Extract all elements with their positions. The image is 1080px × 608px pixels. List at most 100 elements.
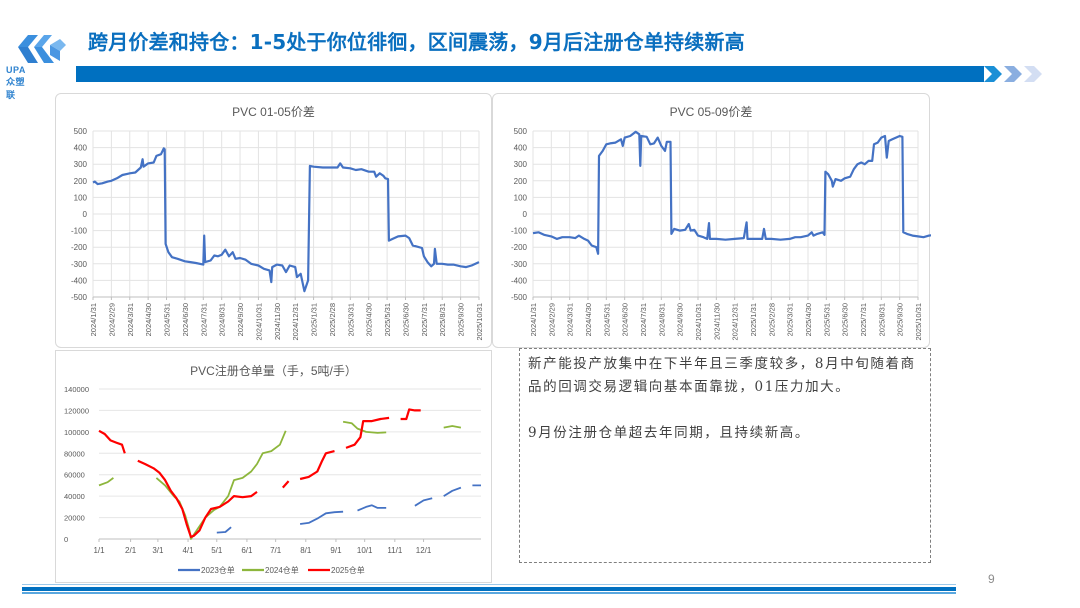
note-paragraph: 9月份注册仓单超去年同期，且持续新高。 (528, 425, 810, 441)
x-tick-label: 2025/10/31 (914, 303, 923, 341)
x-tick-label: 2024/4/30 (584, 303, 593, 336)
x-tick-label: 2024/9/30 (236, 303, 245, 336)
footer-line-thin (22, 584, 956, 585)
chart-title: PVC 05-09价差 (669, 105, 753, 119)
y-tick-label: -100 (71, 227, 88, 236)
y-tick-label: 20000 (64, 514, 85, 523)
x-tick-label: 2025/2/28 (767, 303, 776, 336)
y-tick-label: 500 (514, 127, 528, 136)
x-tick-label: 3/1 (152, 546, 164, 555)
y-tick-label: 400 (514, 144, 528, 153)
x-tick-label: 2025/7/31 (420, 303, 429, 336)
y-tick-label: 200 (74, 177, 88, 186)
y-tick-label: 300 (514, 160, 528, 169)
x-tick-label: 2025/1/31 (310, 303, 319, 336)
x-tick-label: 2025/7/31 (859, 303, 868, 336)
legend-label: 2025仓单 (331, 565, 365, 575)
y-tick-label: 0 (64, 535, 68, 544)
series-line (532, 130, 931, 255)
x-tick-label: 2025/2/28 (328, 303, 337, 336)
y-tick-label: 40000 (64, 492, 85, 501)
x-tick-label: 2025/4/30 (365, 303, 374, 336)
line-chart-warehouse-receipts: 140000 120000 100000 80000 60000 40000 20000 0 1… (64, 385, 481, 575)
y-tick-label: -500 (71, 293, 88, 302)
y-tick-label: 100 (514, 193, 528, 202)
x-tick-label: 2024/12/31 (291, 303, 300, 341)
footer-line-light (22, 592, 956, 594)
y-tick-label: 120000 (64, 406, 89, 415)
x-tick-label: 5/1 (211, 546, 223, 555)
y-tick-label: 500 (74, 127, 88, 136)
x-tick-label: 2025/6/30 (841, 303, 850, 336)
grid (532, 130, 919, 300)
y-tick-label: -300 (71, 260, 88, 269)
x-tick-label: 1/1 (93, 546, 105, 555)
x-tick-label: 7/1 (270, 546, 282, 555)
notes-box: 新产能投产放集中在下半年且三季度较多，8月中旬随着商品的回调交易逻辑向基本面靠拢… (519, 348, 931, 563)
y-tick-label: 0 (83, 210, 88, 219)
x-tick-label: 2024/10/31 (694, 303, 703, 341)
chart-panel-warehouse-receipts: PVC注册仓单量（手，5吨/手） 140000 120000 100000 80000… (55, 350, 492, 583)
chart-title: PVC 01-05价差 (232, 105, 315, 119)
x-tick-label: 2024/5/31 (602, 303, 611, 336)
x-tick-label: 2024/1/31 (529, 303, 538, 336)
x-tick-label: 2024/6/30 (621, 303, 630, 336)
x-tick-label: 2024/9/30 (676, 303, 685, 336)
x-tick-label: 8/1 (300, 546, 312, 555)
x-tick-label: 2024/3/31 (566, 303, 575, 336)
y-tick-label: 60000 (64, 471, 85, 480)
y-tick-label: 200 (514, 177, 528, 186)
x-tick-label: 2025/9/30 (896, 303, 905, 336)
y-tick-label: 140000 (64, 385, 89, 394)
x-tick-label: 6/1 (241, 546, 253, 555)
upa-logo-icon (18, 35, 66, 63)
legend-label: 2024仓单 (265, 565, 299, 575)
x-tick-label: 2025/4/30 (804, 303, 813, 336)
title-bar (76, 66, 984, 82)
x-tick-label: 2024/6/30 (181, 303, 190, 336)
chart-title: PVC注册仓单量（手，5吨/手） (190, 364, 357, 378)
x-tick-label: 11/1 (387, 546, 403, 555)
logo-text: UPA众塑联 (6, 65, 26, 100)
x-tick-label: 2024/11/30 (712, 303, 721, 340)
x-tick-label: 2025/8/31 (438, 303, 447, 336)
y-tick-label: 300 (74, 160, 88, 169)
series-line (98, 408, 421, 538)
y-tick-label: -500 (511, 293, 528, 302)
chart-panel-01-05-spread: PVC 01-05价差 500 400 300 200 100 0 -100 -200 -300… (55, 93, 492, 348)
y-tick-label: 0 (523, 210, 528, 219)
x-tick-label: 2/1 (125, 546, 137, 555)
y-tick-label: 80000 (64, 449, 85, 458)
page-title: 跨月价差和持仓：1-5处于你位徘徊，区间震荡，9月后注册仓单持续新高 (88, 30, 745, 54)
x-tick-label: 2025/3/31 (346, 303, 355, 336)
x-tick-label: 2025/8/31 (877, 303, 886, 336)
x-tick-label: 12/1 (416, 546, 432, 555)
y-tick-label: -200 (511, 243, 528, 252)
line-chart-01-05-spread: 5004003002001000-100-200-300-400-5002024… (71, 127, 484, 341)
note-paragraph: 新产能投产放集中在下半年且三季度较多，8月中旬随着商品的回调交易逻辑向基本面靠拢… (528, 356, 916, 395)
y-tick-label: -400 (71, 276, 88, 285)
x-tick-label: 2024/1/31 (89, 303, 98, 336)
series-line (216, 484, 481, 534)
x-tick-label: 2024/3/31 (126, 303, 135, 336)
y-tick-label: -300 (511, 260, 528, 269)
page-number: 9 (988, 572, 995, 586)
x-tick-label: 2025/1/31 (749, 303, 758, 336)
x-tick-label: 2024/11/30 (273, 303, 282, 340)
x-tick-label: 2024/8/31 (218, 303, 227, 336)
line-chart-05-09-spread: 5004003002001000-100-200-300-400-5002024… (511, 127, 931, 341)
x-tick-label: 2025/9/30 (457, 303, 466, 336)
grid (92, 130, 480, 300)
chart-panel-05-09-spread: PVC 05-09价差 500 400 300 200 100 0 -100 -200 -300… (492, 93, 931, 348)
y-tick-label: -100 (511, 227, 528, 236)
y-tick-label: -400 (511, 276, 528, 285)
x-tick-label: 2025/10/31 (475, 303, 484, 341)
x-tick-label: 10/1 (357, 546, 373, 555)
legend-label: 2023仓单 (201, 565, 235, 575)
x-tick-label: 4/1 (182, 546, 194, 555)
x-tick-label: 2024/7/31 (639, 303, 648, 336)
x-tick-label: 2024/4/30 (144, 303, 153, 336)
x-tick-label: 2024/2/29 (547, 303, 556, 336)
footer-bar (22, 587, 956, 591)
x-tick-label: 2025/3/31 (786, 303, 795, 336)
